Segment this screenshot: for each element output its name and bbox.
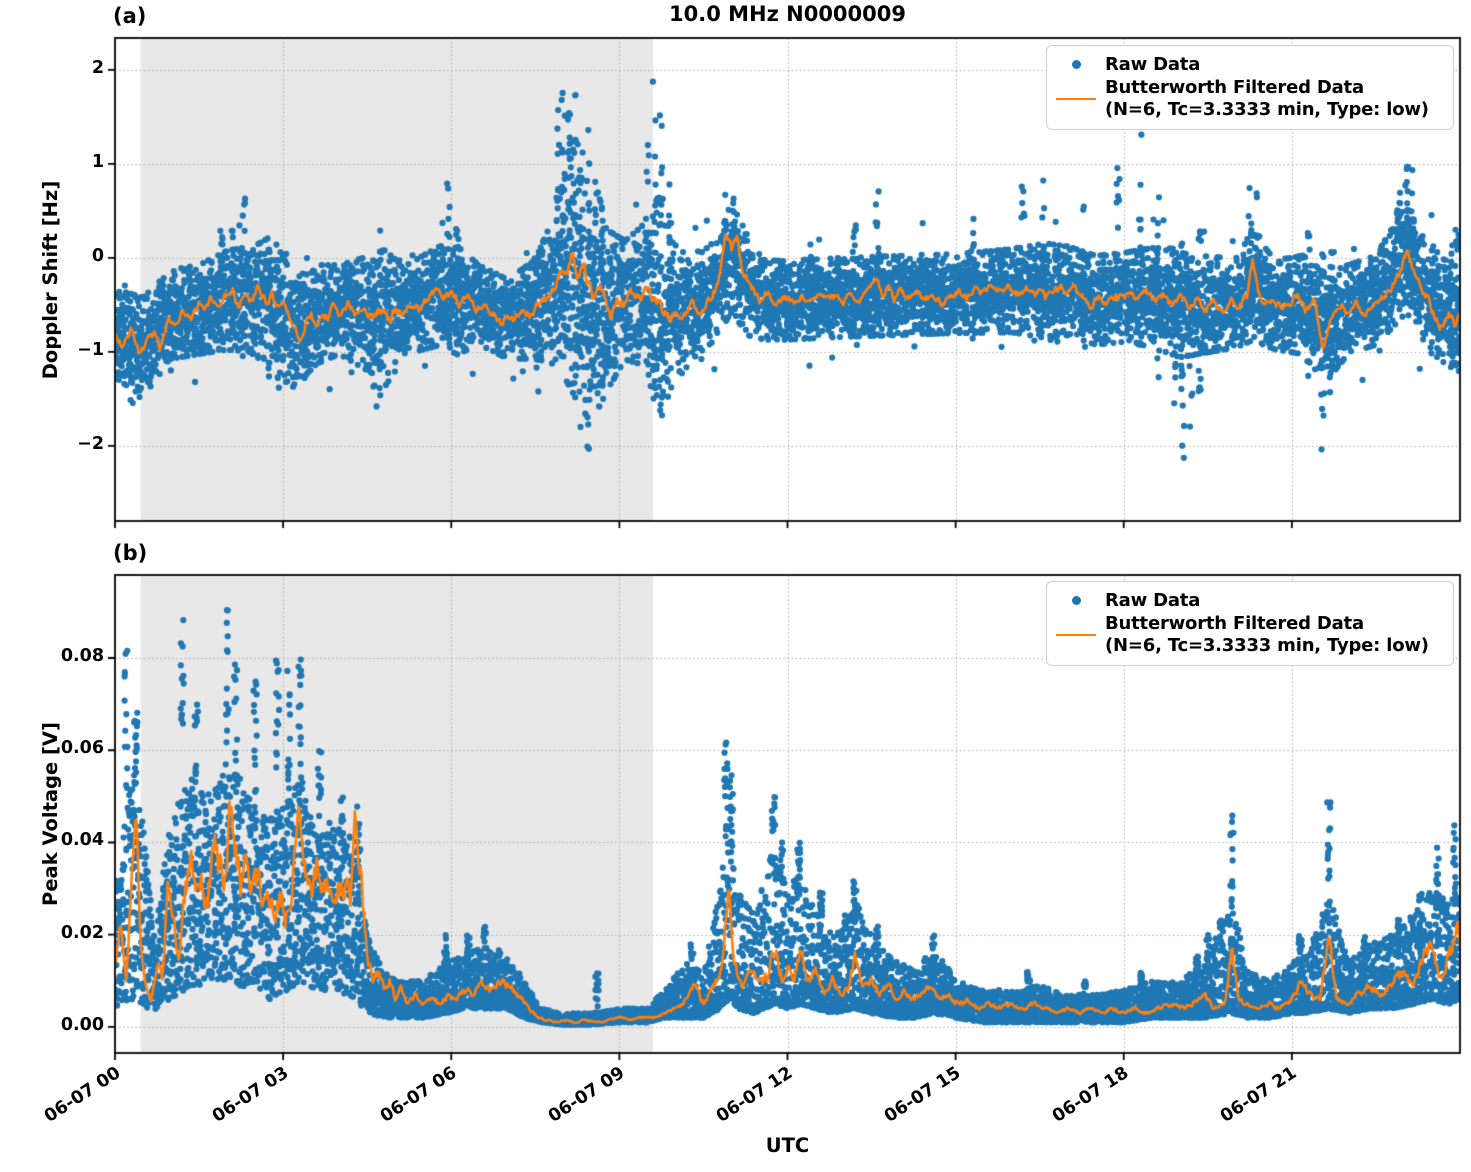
legend-panel-a: Raw Data Butterworth Filtered Data (N=6,… [1046,45,1454,130]
legend-filtered-label: Butterworth Filtered Data (N=6, Tc=3.333… [1105,77,1429,121]
legend-filtered-line2: (N=6, Tc=3.3333 min, Type: low) [1105,634,1429,656]
legend-panel-b: Raw Data Butterworth Filtered Data (N=6,… [1046,581,1454,666]
legend-filtered-line2: (N=6, Tc=3.3333 min, Type: low) [1105,98,1429,120]
legend-filtered-line1: Butterworth Filtered Data [1105,612,1364,634]
legend-item-filtered: Butterworth Filtered Data (N=6, Tc=3.333… [1047,77,1445,121]
raw-data-dot-icon [1047,60,1105,70]
legend-raw-label: Raw Data [1105,590,1201,611]
legend-item-filtered: Butterworth Filtered Data (N=6, Tc=3.333… [1047,613,1445,657]
legend-item-raw: Raw Data [1047,590,1445,612]
legend-filtered-line1: Butterworth Filtered Data [1105,76,1364,98]
filtered-line-icon [1047,633,1105,636]
filtered-line-icon [1047,97,1105,100]
legend-filtered-label: Butterworth Filtered Data (N=6, Tc=3.333… [1105,613,1429,657]
legend-raw-label: Raw Data [1105,54,1201,75]
legend-item-raw: Raw Data [1047,54,1445,76]
raw-data-dot-icon [1047,596,1105,606]
